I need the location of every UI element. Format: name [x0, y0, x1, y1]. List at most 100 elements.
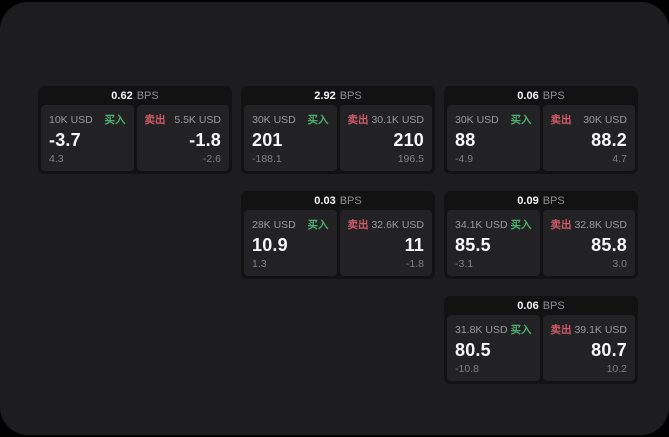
buy-amount: 30K USD [455, 114, 499, 126]
buy-quote-tile[interactable]: 34.1K USD 买入 85.5 -3.1 [447, 210, 540, 276]
buy-quote-tile[interactable]: 30K USD 买入 88 -4.9 [447, 105, 540, 171]
sell-price: 11 [404, 235, 424, 255]
sell-price: 88.2 [591, 130, 627, 150]
sell-price: 85.8 [591, 235, 627, 255]
sell-quote-tile[interactable]: 卖出 32.8K USD 85.8 3.0 [542, 210, 635, 276]
sell-delta: -2.6 [202, 153, 221, 165]
buy-quote-tile[interactable]: 10K USD 买入 -3.7 4.3 [41, 105, 134, 171]
buy-price: 85.5 [455, 235, 491, 255]
sell-tile-top-row: 卖出 32.6K USD [348, 217, 425, 232]
sell-amount: 32.8K USD [574, 219, 627, 231]
buy-delta: -3.1 [455, 258, 474, 270]
spread-bps-unit: BPS [339, 90, 362, 102]
spread-bps-value: 0.06 [517, 300, 539, 312]
buy-amount: 10K USD [49, 114, 93, 126]
sell-amount: 5.5K USD [174, 114, 221, 126]
spread-bps-value: 0.62 [111, 90, 133, 102]
buy-side-label: 买入 [104, 114, 126, 126]
sell-delta: 196.5 [397, 153, 424, 165]
spread-card-header: 0.06 BPS [447, 298, 635, 315]
sell-quote-tile[interactable]: 卖出 32.6K USD 11 -1.8 [339, 210, 432, 276]
buy-side-label: 买入 [307, 219, 329, 231]
spread-card: 0.06 BPS 31.8K USD 买入 80.5 -10.8 卖出 39.1… [444, 296, 638, 384]
sell-amount: 30.1K USD [371, 114, 424, 126]
quote-panels: 28K USD 买入 10.9 1.3 卖出 32.6K USD 11 -1.8 [244, 210, 432, 276]
buy-amount: 30K USD [252, 114, 296, 126]
spread-card: 0.09 BPS 34.1K USD 买入 85.5 -3.1 卖出 32.8K… [444, 191, 638, 279]
buy-side-label: 买入 [510, 219, 532, 231]
sell-tile-top-row: 卖出 32.8K USD [551, 217, 628, 232]
spread-card: 0.62 BPS 10K USD 买入 -3.7 4.3 卖出 5.5K USD… [38, 86, 232, 174]
sell-price: 80.7 [591, 340, 627, 360]
buy-price: 10.9 [252, 235, 288, 255]
sell-delta: 10.2 [606, 363, 627, 375]
buy-tile-top-row: 10K USD 买入 [49, 112, 126, 127]
sell-quote-tile[interactable]: 卖出 30.1K USD 210 196.5 [339, 105, 432, 171]
buy-tile-top-row: 30K USD 买入 [455, 112, 532, 127]
sell-side-label: 卖出 [550, 324, 572, 336]
buy-price: -3.7 [49, 130, 81, 150]
spread-card-header: 0.09 BPS [447, 193, 635, 210]
buy-side-label: 买入 [307, 114, 329, 126]
buy-price: 88 [455, 130, 476, 150]
sell-tile-top-row: 卖出 30.1K USD [348, 112, 425, 127]
buy-quote-tile[interactable]: 28K USD 买入 10.9 1.3 [244, 210, 337, 276]
sell-side-label: 卖出 [347, 114, 369, 126]
quote-panels: 34.1K USD 买入 85.5 -3.1 卖出 32.8K USD 85.8… [447, 210, 635, 276]
sell-price: 210 [393, 130, 424, 150]
sell-side-label: 卖出 [550, 219, 572, 231]
sell-tile-top-row: 卖出 39.1K USD [551, 322, 628, 337]
sell-delta: 3.0 [612, 258, 627, 270]
sell-delta: -1.8 [405, 258, 424, 270]
buy-amount: 28K USD [252, 219, 296, 231]
spread-card: 2.92 BPS 30K USD 买入 201 -188.1 卖出 30.1K … [241, 86, 435, 174]
sell-side-label: 卖出 [144, 114, 166, 126]
sell-quote-tile[interactable]: 卖出 30K USD 88.2 4.7 [542, 105, 635, 171]
quote-panels: 10K USD 买入 -3.7 4.3 卖出 5.5K USD -1.8 -2.… [41, 105, 229, 171]
spread-card-grid: 0.62 BPS 10K USD 买入 -3.7 4.3 卖出 5.5K USD… [38, 86, 638, 384]
spread-card-header: 0.62 BPS [41, 88, 229, 105]
sell-tile-top-row: 卖出 30K USD [551, 112, 628, 127]
buy-delta: -188.1 [252, 153, 282, 165]
buy-delta: -10.8 [455, 363, 479, 375]
sell-tile-top-row: 卖出 5.5K USD [145, 112, 222, 127]
buy-amount: 31.8K USD [455, 324, 508, 336]
spread-bps-unit: BPS [542, 90, 565, 102]
quote-panels: 30K USD 买入 201 -188.1 卖出 30.1K USD 210 1… [244, 105, 432, 171]
sell-amount: 30K USD [583, 114, 627, 126]
spread-bps-value: 0.03 [314, 195, 336, 207]
buy-amount: 34.1K USD [455, 219, 508, 231]
sell-side-label: 卖出 [550, 114, 572, 126]
spread-card-header: 0.03 BPS [244, 193, 432, 210]
sell-side-label: 卖出 [347, 219, 369, 231]
sell-amount: 32.6K USD [371, 219, 424, 231]
spread-bps-unit: BPS [542, 195, 565, 207]
buy-side-label: 买入 [510, 114, 532, 126]
buy-quote-tile[interactable]: 31.8K USD 买入 80.5 -10.8 [447, 315, 540, 381]
buy-delta: 1.3 [252, 258, 267, 270]
spread-card-header: 0.06 BPS [447, 88, 635, 105]
sell-price: -1.8 [189, 130, 221, 150]
buy-tile-top-row: 28K USD 买入 [252, 217, 329, 232]
buy-delta: -4.9 [455, 153, 474, 165]
buy-quote-tile[interactable]: 30K USD 买入 201 -188.1 [244, 105, 337, 171]
buy-tile-top-row: 34.1K USD 买入 [455, 217, 532, 232]
spread-bps-value: 2.92 [314, 90, 336, 102]
buy-delta: 4.3 [49, 153, 64, 165]
spread-card: 0.03 BPS 28K USD 买入 10.9 1.3 卖出 32.6K US… [241, 191, 435, 279]
quote-panels: 31.8K USD 买入 80.5 -10.8 卖出 39.1K USD 80.… [447, 315, 635, 381]
sell-quote-tile[interactable]: 卖出 39.1K USD 80.7 10.2 [542, 315, 635, 381]
spread-bps-unit: BPS [542, 300, 565, 312]
spread-bps-value: 0.09 [517, 195, 539, 207]
spread-bps-value: 0.06 [517, 90, 539, 102]
spread-card: 0.06 BPS 30K USD 买入 88 -4.9 卖出 30K USD 8… [444, 86, 638, 174]
buy-price: 80.5 [455, 340, 491, 360]
sell-quote-tile[interactable]: 卖出 5.5K USD -1.8 -2.6 [136, 105, 229, 171]
quote-panels: 30K USD 买入 88 -4.9 卖出 30K USD 88.2 4.7 [447, 105, 635, 171]
spread-bps-unit: BPS [339, 195, 362, 207]
buy-price: 201 [252, 130, 283, 150]
buy-tile-top-row: 30K USD 买入 [252, 112, 329, 127]
spread-bps-unit: BPS [136, 90, 159, 102]
spread-card-header: 2.92 BPS [244, 88, 432, 105]
